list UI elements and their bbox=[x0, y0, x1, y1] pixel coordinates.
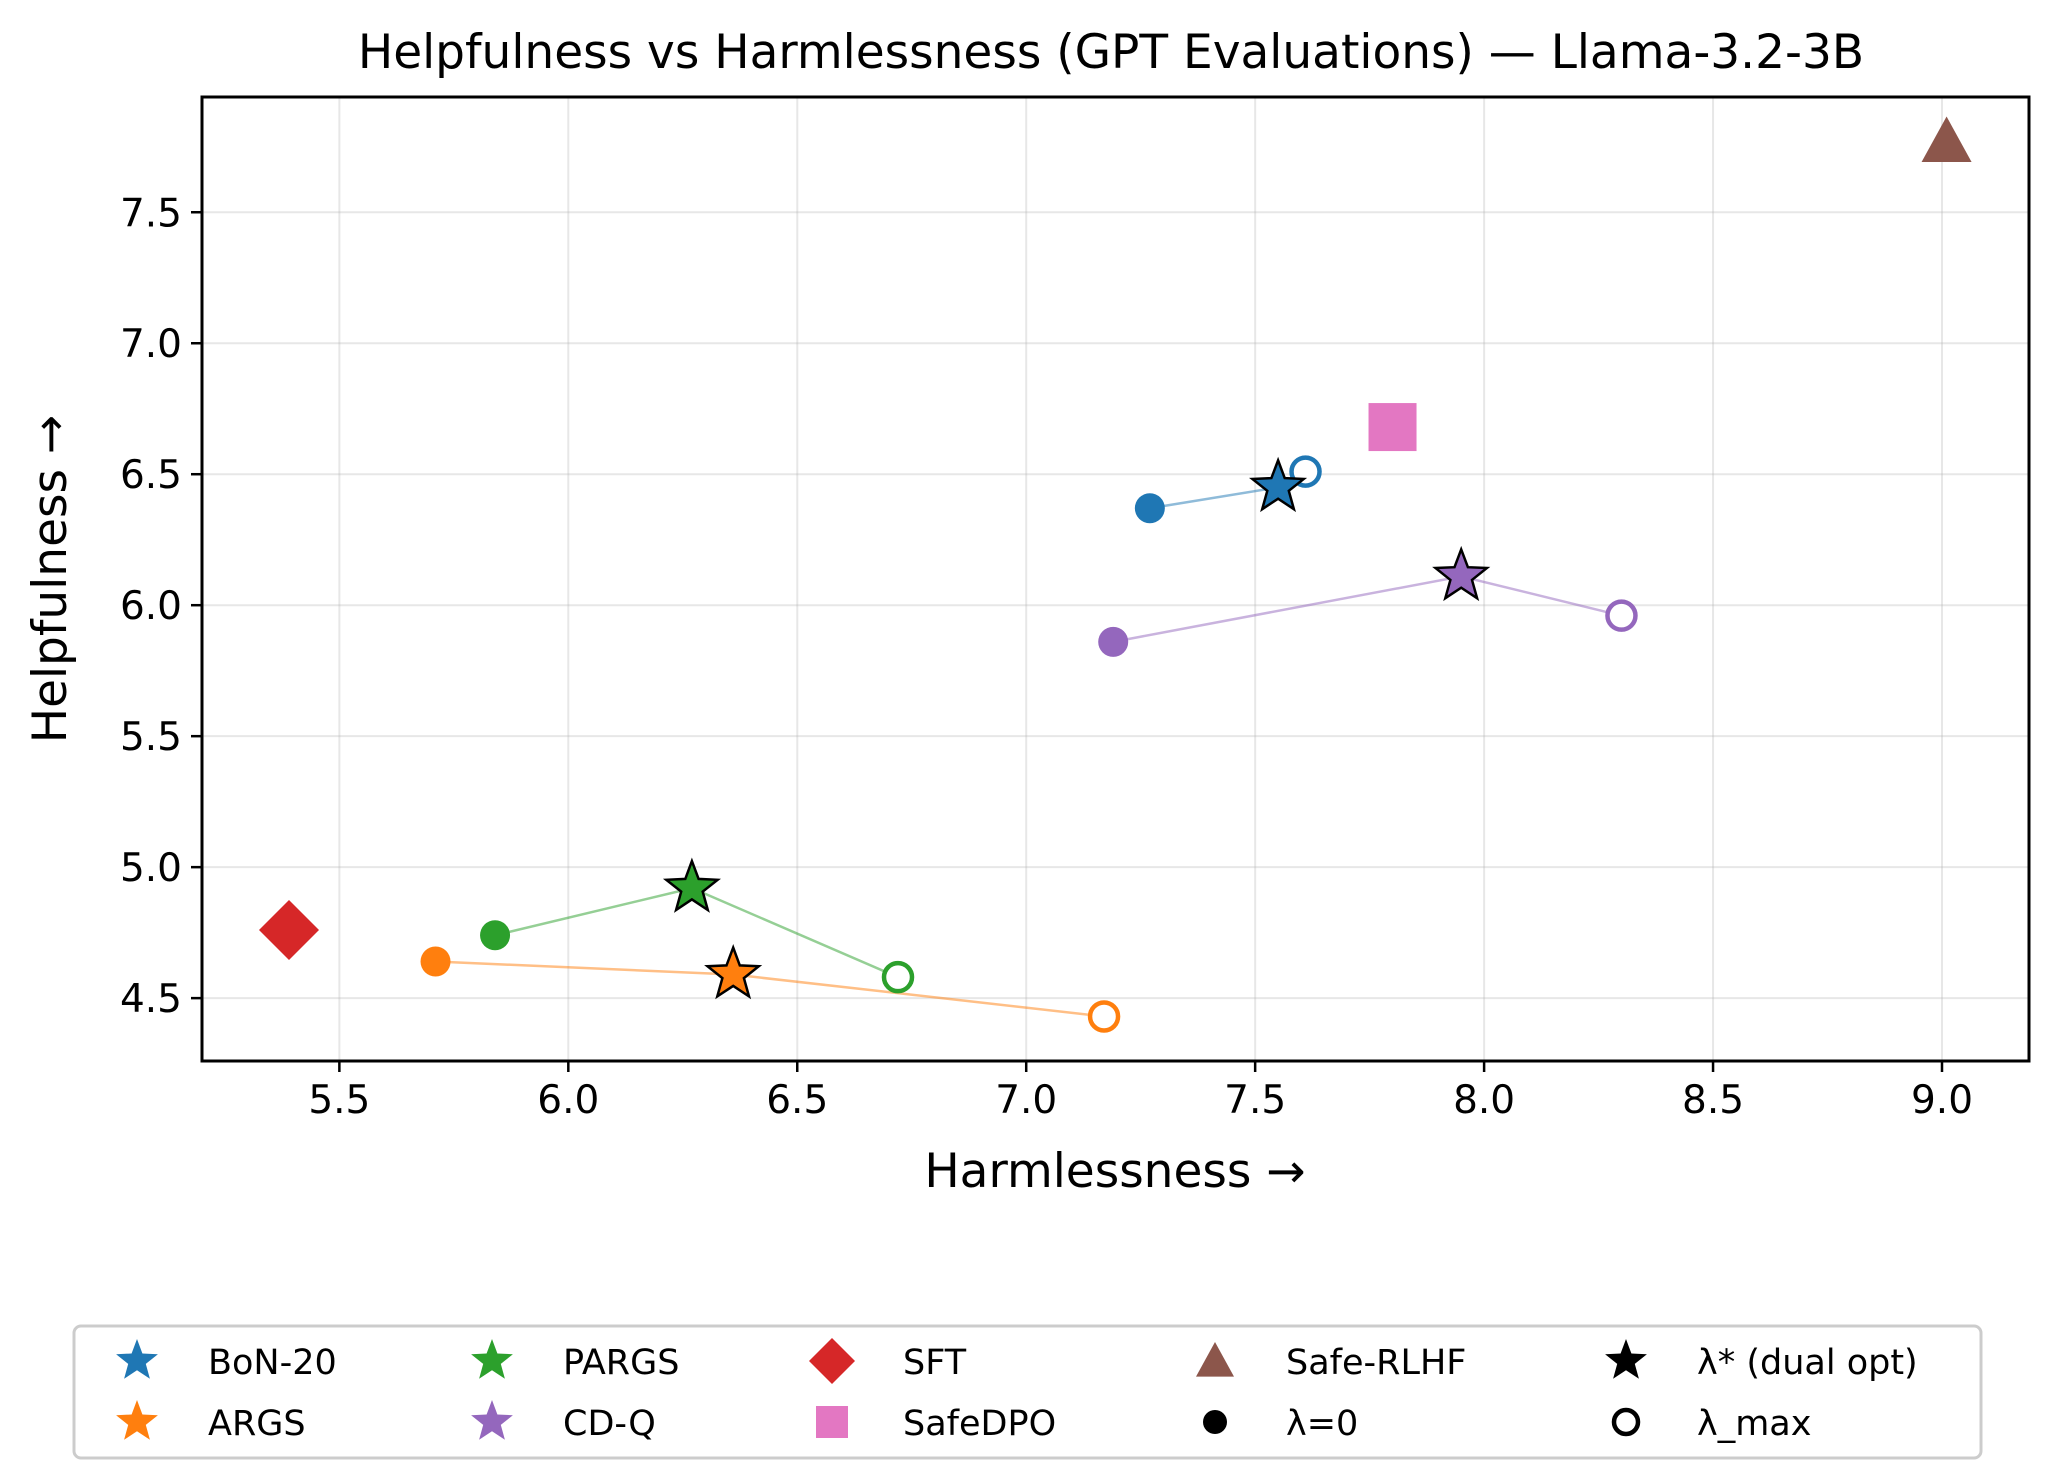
legend-marker-pargs bbox=[471, 1339, 513, 1379]
point-args-lambda-star bbox=[704, 944, 763, 1000]
point-args-lambda0 bbox=[420, 946, 451, 977]
legend-marker-0 bbox=[1203, 1410, 1227, 1434]
legend-label-pargs: PARGS bbox=[563, 1343, 679, 1383]
y-tick-label: 5.5 bbox=[120, 715, 182, 760]
legend-marker-sft bbox=[809, 1338, 855, 1384]
point-cd-q-lambda-max bbox=[1605, 599, 1638, 632]
y-axis-ticks: 4.5 5.0 5.5 6.0 6.5 7.0 7.5 bbox=[120, 191, 202, 1022]
y-tick-label: 6.0 bbox=[120, 584, 182, 629]
y-tick-label: 7.0 bbox=[120, 322, 182, 367]
legend-item-pargs: PARGS bbox=[471, 1339, 679, 1383]
legend-marker-dual-opt bbox=[1605, 1339, 1647, 1379]
legend-marker-max bbox=[1611, 1407, 1641, 1437]
legend-item-sft: SFT bbox=[809, 1338, 967, 1384]
y-axis-label: Helpfulness → bbox=[23, 415, 78, 744]
legend-label-dual-opt: λ* (dual opt) bbox=[1697, 1343, 1918, 1383]
chart-title: Helpfulness vs Harmlessness (GPT Evaluat… bbox=[358, 25, 1864, 80]
legend-label-max: λ_max bbox=[1697, 1404, 1811, 1444]
x-tick-label: 9.0 bbox=[1911, 1078, 1973, 1123]
legend-marker-cd-q bbox=[471, 1400, 513, 1440]
legend-label-sft: SFT bbox=[903, 1343, 967, 1383]
point-bon-20-lambda0 bbox=[1134, 493, 1165, 524]
legend-item-bon-20: BoN-20 bbox=[116, 1339, 337, 1383]
legend-item-safe-rlhf: Safe-RLHF bbox=[1196, 1342, 1466, 1383]
legend-label-args: ARGS bbox=[208, 1404, 306, 1444]
point-safe-rlhf bbox=[1921, 116, 1972, 163]
x-tick-label: 8.5 bbox=[1682, 1078, 1744, 1123]
x-tick-label: 7.5 bbox=[1224, 1078, 1286, 1123]
plot-frame bbox=[200, 95, 2031, 1063]
legend-marker-safe-rlhf bbox=[1196, 1342, 1234, 1377]
x-axis-ticks: 5.5 6.0 6.5 7.0 7.5 8.0 8.5 9.0 bbox=[308, 1061, 1973, 1123]
legend: BoN-20 ARGS PARGS CD-Q SFT SafeDPO Safe-RLHF λ=… bbox=[72, 1324, 1983, 1460]
x-tick-label: 5.5 bbox=[308, 1078, 370, 1123]
point-bon-20-lambda-star bbox=[1249, 456, 1308, 513]
legend-item-0: λ=0 bbox=[1203, 1404, 1358, 1444]
legend-item-args: ARGS bbox=[116, 1400, 306, 1444]
point-cd-q-lambda-star bbox=[1432, 545, 1491, 602]
point-cd-q-lambda0 bbox=[1098, 626, 1129, 657]
legend-label-bon-20: BoN-20 bbox=[208, 1343, 337, 1383]
legend-marker-args bbox=[116, 1400, 158, 1440]
x-tick-label: 7.0 bbox=[995, 1078, 1057, 1123]
legend-label-cd-q: CD-Q bbox=[563, 1404, 656, 1444]
grid bbox=[202, 97, 2029, 1061]
data-points bbox=[259, 116, 1972, 1033]
y-tick-label: 4.5 bbox=[120, 977, 182, 1022]
legend-label-safe-rlhf: Safe-RLHF bbox=[1286, 1343, 1466, 1383]
legend-label-safedpo: SafeDPO bbox=[903, 1404, 1056, 1444]
y-tick-label: 6.5 bbox=[120, 453, 182, 498]
point-pargs-lambda0 bbox=[480, 920, 511, 951]
y-tick-label: 5.0 bbox=[120, 846, 182, 891]
legend-item-max: λ_max bbox=[1611, 1404, 1811, 1444]
x-tick-label: 6.0 bbox=[537, 1078, 599, 1123]
y-tick-label: 7.5 bbox=[120, 191, 182, 236]
point-sft bbox=[259, 900, 319, 961]
legend-marker-bon-20 bbox=[116, 1339, 158, 1379]
legend-label-0: λ=0 bbox=[1286, 1404, 1358, 1444]
point-pargs-lambda-max bbox=[881, 960, 915, 994]
legend-marker-safedpo bbox=[816, 1406, 848, 1438]
point-pargs-lambda-star bbox=[662, 857, 721, 913]
legend-item-cd-q: CD-Q bbox=[471, 1400, 656, 1444]
legend-frame bbox=[72, 1324, 1983, 1460]
x-tick-label: 6.5 bbox=[766, 1078, 828, 1123]
x-axis-label: Harmlessness → bbox=[924, 1144, 1305, 1199]
legend-item-dual-opt: λ* (dual opt) bbox=[1605, 1339, 1918, 1383]
point-safedpo bbox=[1368, 403, 1417, 452]
x-tick-label: 8.0 bbox=[1453, 1078, 1515, 1123]
legend-item-safedpo: SafeDPO bbox=[816, 1404, 1056, 1444]
point-args-lambda-max bbox=[1087, 1000, 1121, 1033]
